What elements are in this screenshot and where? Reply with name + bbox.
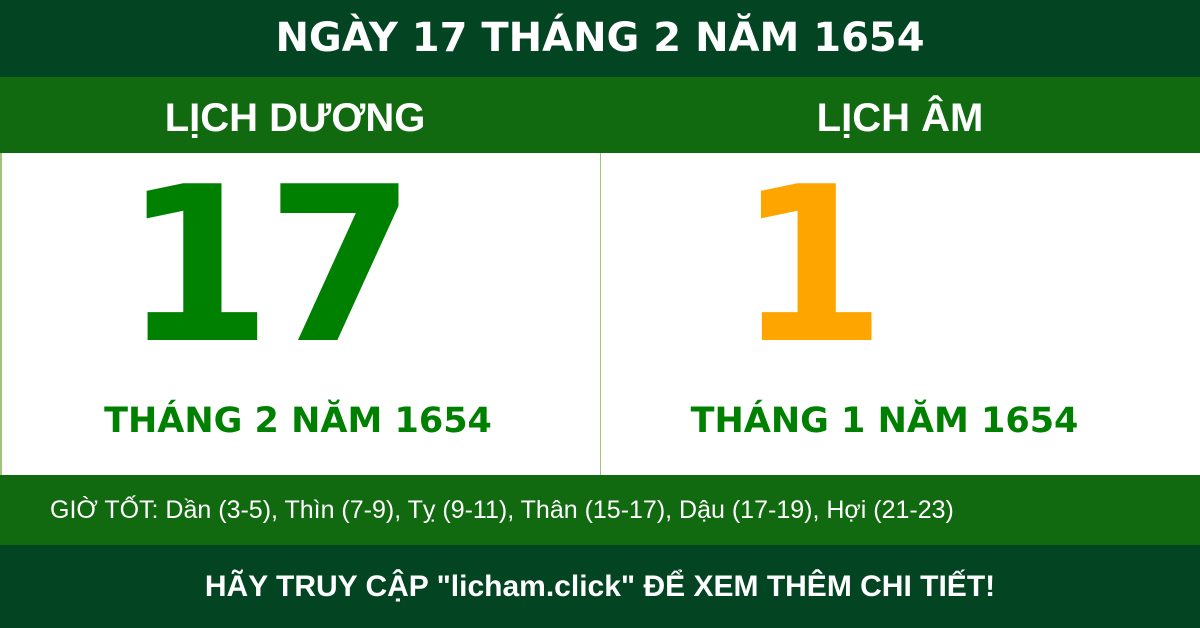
solar-day: 17: [122, 153, 415, 378]
solar-heading: LỊCH DƯƠNG: [164, 96, 426, 140]
lunar-heading: LỊCH ÂM: [816, 96, 984, 140]
lunar-panel: 1 THÁNG 1 NĂM 1654: [600, 153, 1200, 475]
calendar-body: 17 THÁNG 2 NĂM 1654 1 THÁNG 1 NĂM 1654: [0, 153, 1200, 475]
footer-cta: HÃY TRUY CẬP "licham.click" ĐỂ XEM THÊM …: [0, 545, 1200, 628]
lunar-month-year: THÁNG 1 NĂM 1654: [690, 401, 1079, 441]
page-title: NGÀY 17 THÁNG 2 NĂM 1654: [0, 0, 1200, 77]
calendar-headers: LỊCH DƯƠNG LỊCH ÂM: [0, 77, 1200, 153]
good-hours: GIỜ TỐT: Dần (3-5), Thìn (7-9), Tỵ (9-11…: [0, 475, 1200, 545]
lunar-day: 1: [736, 153, 887, 378]
solar-month-year: THÁNG 2 NĂM 1654: [104, 401, 492, 441]
solar-panel: 17 THÁNG 2 NĂM 1654: [0, 153, 600, 475]
